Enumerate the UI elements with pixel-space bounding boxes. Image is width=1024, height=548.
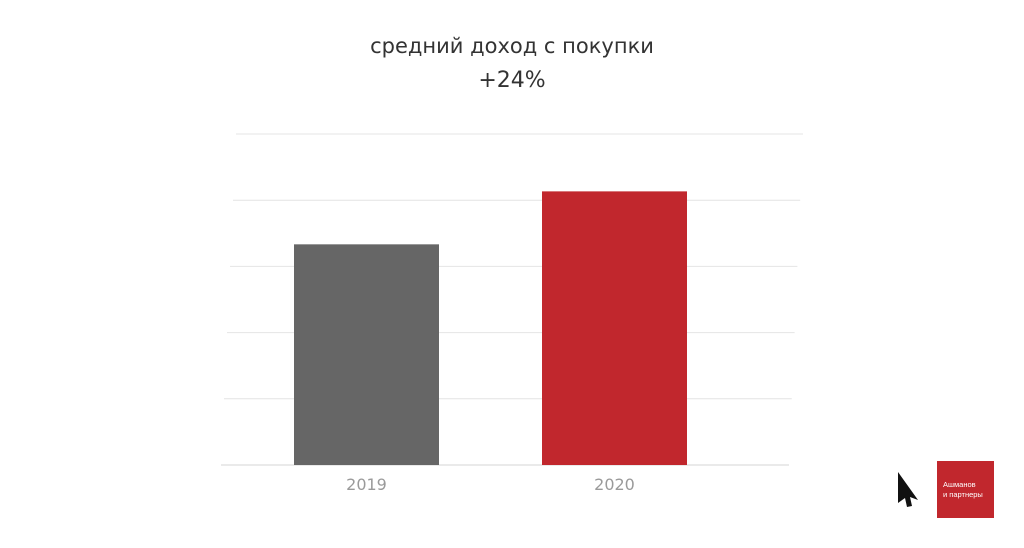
chart-title: средний доход с покупки: [370, 34, 654, 58]
cursor-logo-icon: [898, 472, 918, 507]
bar-2019: [294, 244, 439, 465]
brand-logo: Ашманов и партнеры: [937, 461, 994, 518]
x-tick-labels: 2019 2020: [346, 475, 635, 494]
brand-line-1: Ашманов: [943, 480, 976, 489]
bar-2020: [542, 191, 687, 465]
chart-subtitle: +24%: [478, 68, 546, 93]
x-tick-label-2019: 2019: [346, 475, 387, 494]
x-tick-label-2020: 2020: [594, 475, 635, 494]
brand-line-2: и партнеры: [943, 490, 983, 499]
bars: [294, 191, 687, 465]
